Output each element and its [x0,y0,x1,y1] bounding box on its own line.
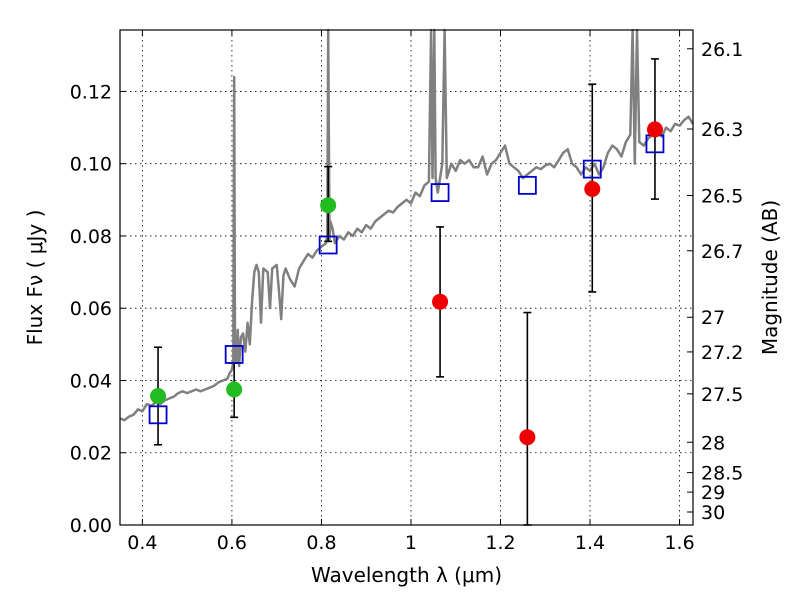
x-axis-label: Wavelength λ (μm) [311,563,502,587]
y-tick-label: 0.00 [70,515,112,537]
circle-marker [320,197,336,213]
right-tick-label: 26.1 [701,39,743,61]
right-tick-label: 27.2 [701,342,743,364]
x-tick-label: 1.6 [664,532,694,554]
grid-lines [120,30,693,525]
y-axis-label: Flux Fν ( μJy ) [23,210,47,346]
square-marker [432,184,449,201]
square-marker [519,177,536,194]
y-tick-label: 0.10 [70,154,112,176]
spectrum-line [120,30,693,420]
circle-marker-series [150,121,663,445]
y-tick-label: 0.02 [70,443,112,465]
x-tick-label: 0.6 [217,532,247,554]
y-tick-label: 0.06 [70,298,112,320]
right-tick-label: 27 [701,307,725,329]
right-tick-label: 29 [701,482,725,504]
flux-wavelength-chart: 0.4 0.6 0.8 1 1.2 1.4 1.6 0.00 0.02 0.04 0.06 0.08… [0,0,800,600]
y-tick-label: 0.08 [70,226,112,248]
plot-frame [120,30,693,525]
x-tick-label: 0.8 [306,532,336,554]
y-tick-label: 0.12 [70,81,112,103]
right-axis-label: Magnitude (AB) [758,200,782,355]
circle-marker [226,382,242,398]
circle-marker [584,181,600,197]
errorbar-series [154,59,659,525]
spectrum-series [120,30,693,420]
right-tick-label: 28 [701,432,725,454]
y-tick-label: 0.04 [70,370,112,392]
circle-marker [432,294,448,310]
right-tick-label: 27.5 [701,384,743,406]
x-tick-label: 1.2 [485,532,515,554]
right-tick-label: 26.5 [701,185,743,207]
y-axis-ticks: 0.00 0.02 0.04 0.06 0.08 0.10 0.12 [70,81,126,537]
x-tick-label: 0.4 [127,532,157,554]
right-tick-label: 26.3 [701,119,743,141]
right-tick-label: 30 [701,502,725,524]
circle-marker [519,429,535,445]
circle-marker [150,388,166,404]
circle-marker [647,121,663,137]
right-tick-label: 26.7 [701,241,743,263]
x-tick-label: 1 [405,532,417,554]
x-tick-label: 1.4 [575,532,605,554]
